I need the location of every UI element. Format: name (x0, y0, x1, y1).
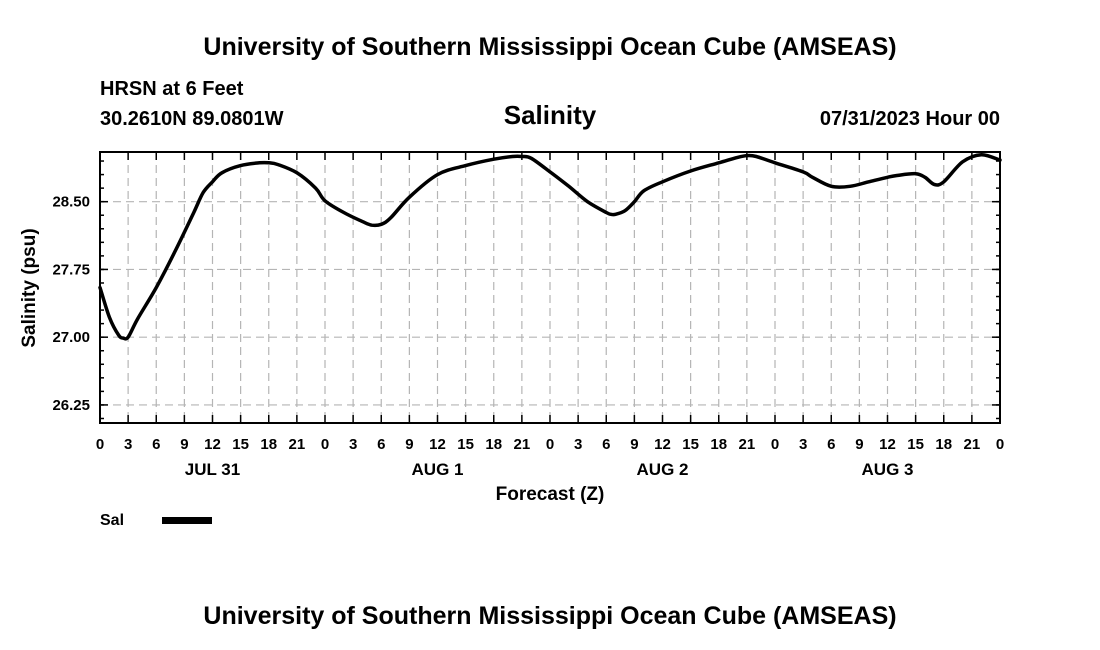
x-tick-label: 0 (546, 436, 554, 453)
x-tick-label: 3 (574, 436, 582, 453)
plot-title: Salinity (504, 100, 597, 130)
station-label: HRSN at 6 Feet (100, 78, 244, 100)
chart-title-top: University of Southern Mississippi Ocean… (203, 33, 896, 61)
x-tick-label: 18 (710, 436, 727, 453)
x-tick-label: 12 (204, 436, 221, 453)
x-tick-label: 15 (682, 436, 699, 453)
x-tick-label: 9 (180, 436, 188, 453)
y-tick-labels: 26.25 27.00 27.75 28.50 (52, 194, 90, 414)
x-tick-label: 0 (771, 436, 779, 453)
x-tick-label: 6 (152, 436, 160, 453)
grid-lines (100, 152, 1000, 423)
x-tick-label: 15 (457, 436, 474, 453)
x-tick-label: 15 (232, 436, 249, 453)
x-tick-label: 9 (405, 436, 413, 453)
x-tick-label: 3 (349, 436, 357, 453)
series-group (98, 152, 1002, 341)
x-tick-label: 9 (630, 436, 638, 453)
x-tick-label: 15 (907, 436, 924, 453)
y-tick-label: 27.75 (52, 261, 90, 278)
x-axis-label: Forecast (Z) (496, 484, 605, 505)
x-tick-label: 0 (321, 436, 329, 453)
x-tick-label: 0 (96, 436, 104, 453)
x-tick-label: 21 (964, 436, 981, 453)
x-tick-label: 6 (827, 436, 835, 453)
legend-label: Sal (100, 512, 124, 529)
x-tick-label: 0 (996, 436, 1004, 453)
x-tick-label: 21 (289, 436, 306, 453)
x-tick-label: 3 (124, 436, 132, 453)
x-tick-label: 12 (654, 436, 671, 453)
x-tick-label: 21 (514, 436, 531, 453)
y-tick-label: 28.50 (52, 194, 90, 211)
day-labels: JUL 31 AUG 1 AUG 2 AUG 3 (185, 460, 914, 479)
day-label: AUG 3 (862, 460, 914, 479)
x-tick-label: 6 (602, 436, 610, 453)
station-coords: 30.2610N 89.0801W (100, 108, 284, 130)
x-tick-label: 12 (879, 436, 896, 453)
legend-swatch (162, 517, 212, 524)
x-tick-label: 3 (799, 436, 807, 453)
x-tick-label: 18 (485, 436, 502, 453)
x-tick-labels: 0 3 6 9 12 15 18 21 0 3 6 9 12 15 18 21 0 3 6 9 12 15 18 21 0 3 6 9… (96, 436, 1004, 453)
day-label: AUG 2 (637, 460, 689, 479)
series-line-sal (98, 152, 1002, 341)
y-axis-label: Salinity (psu) (19, 228, 40, 347)
x-tick-label: 6 (377, 436, 385, 453)
day-label: JUL 31 (185, 460, 240, 479)
day-label: AUG 1 (412, 460, 464, 479)
y-tick-label: 27.00 (52, 329, 90, 346)
x-tick-label: 21 (739, 436, 756, 453)
x-tick-label: 9 (855, 436, 863, 453)
x-tick-label: 18 (935, 436, 952, 453)
valid-time: 07/31/2023 Hour 00 (820, 108, 1000, 130)
chart-title-bottom: University of Southern Mississippi Ocean… (203, 602, 896, 630)
x-tick-label: 18 (260, 436, 277, 453)
y-tick-label: 26.25 (52, 397, 90, 414)
x-tick-label: 12 (429, 436, 446, 453)
